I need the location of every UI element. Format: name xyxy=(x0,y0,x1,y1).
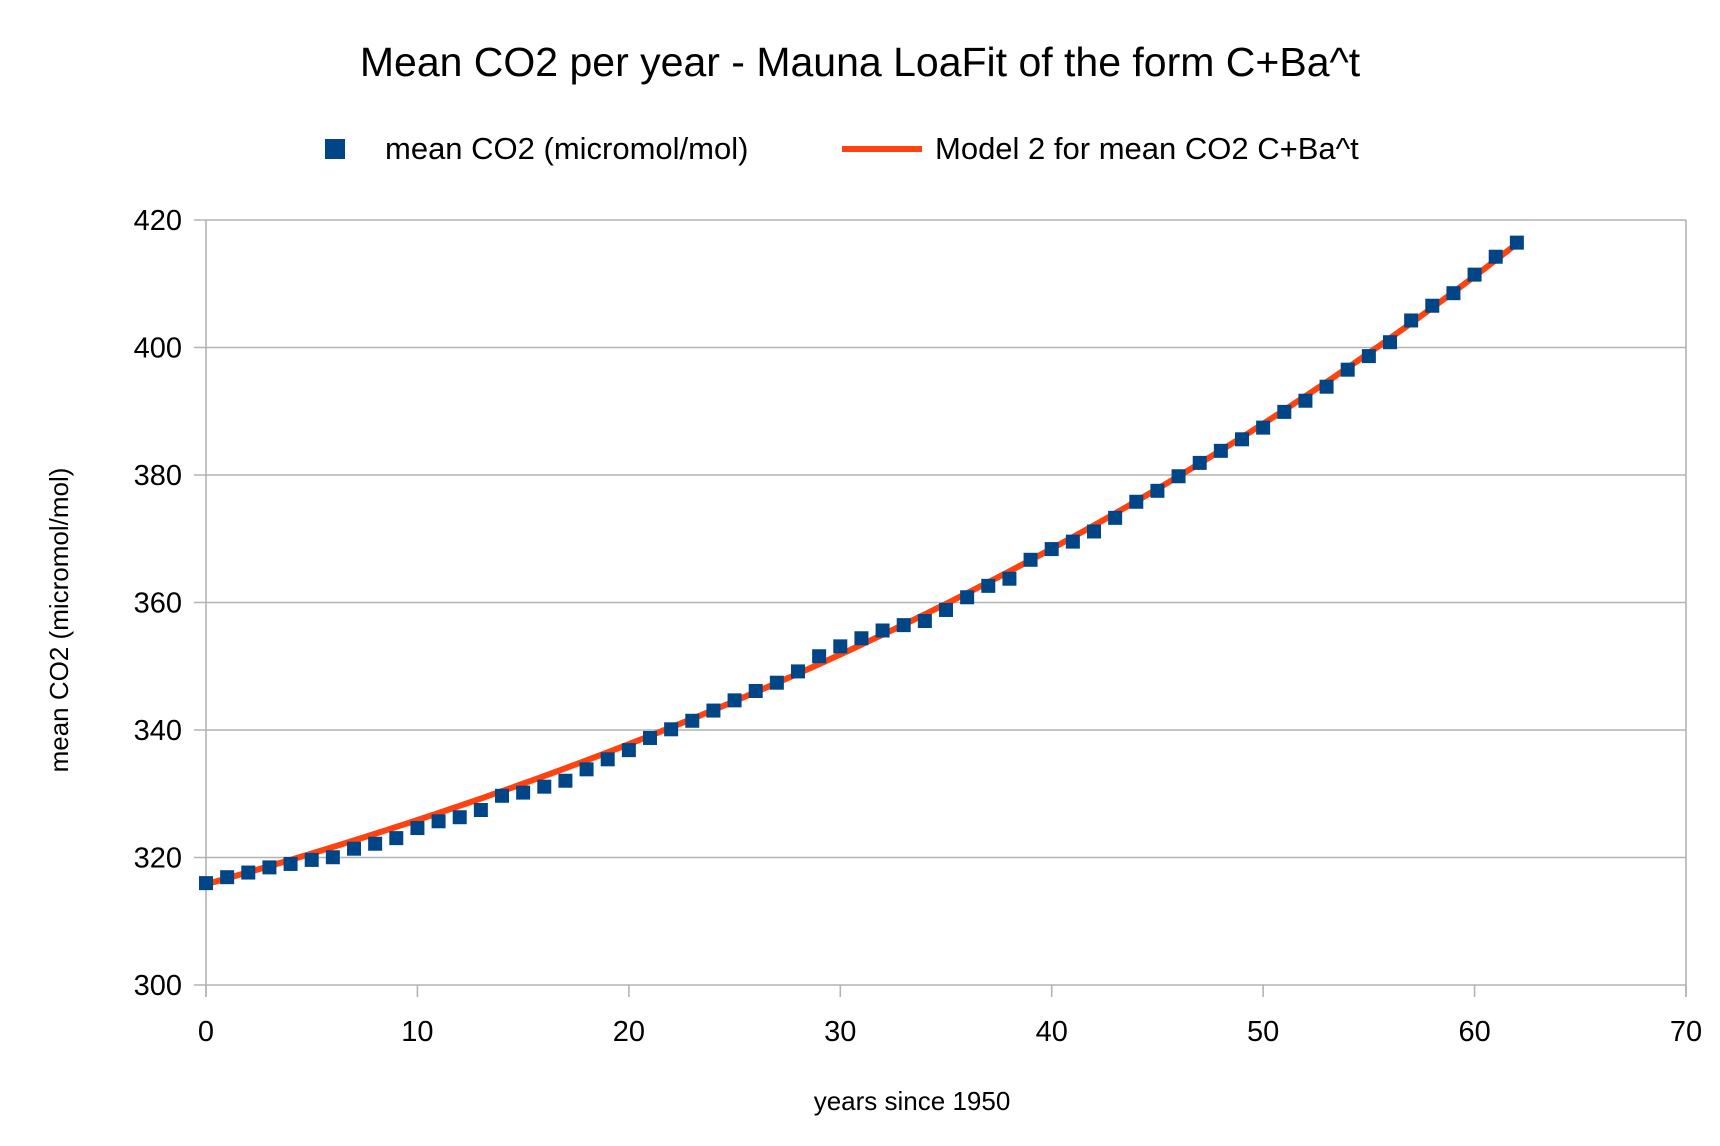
y-tick-labels: 300 320 340 360 380 400 420 xyxy=(134,205,182,1002)
data-point xyxy=(1235,432,1249,447)
y-tick-label: 380 xyxy=(134,460,182,492)
data-point xyxy=(495,788,509,803)
data-point xyxy=(283,856,298,871)
data-point xyxy=(410,821,425,836)
data-point xyxy=(558,773,573,788)
data-point xyxy=(431,814,446,829)
legend-label-mean-co2: mean CO2 (micromol/mol) xyxy=(385,131,748,166)
data-point xyxy=(1277,404,1292,419)
data-point xyxy=(981,578,996,593)
y-tick-label: 340 xyxy=(134,715,182,747)
data-point xyxy=(579,762,594,777)
y-tick-label: 360 xyxy=(134,588,182,620)
data-point xyxy=(664,722,679,737)
data-point xyxy=(600,752,615,767)
data-point xyxy=(812,649,827,664)
data-point xyxy=(241,865,256,880)
data-point xyxy=(262,860,277,875)
data-point xyxy=(1319,379,1334,394)
data-point xyxy=(1150,483,1165,498)
x-tick-label: 20 xyxy=(613,1016,645,1048)
y-tick-label: 300 xyxy=(134,970,182,1002)
series-line-model xyxy=(205,241,1519,888)
data-point xyxy=(1171,469,1186,484)
data-point xyxy=(347,841,361,856)
data-point xyxy=(1298,393,1313,408)
axes xyxy=(205,220,1687,997)
gridlines xyxy=(194,219,1686,986)
x-tick-label: 60 xyxy=(1458,1016,1490,1048)
data-point xyxy=(875,623,890,638)
data-point xyxy=(1044,542,1059,557)
data-point xyxy=(621,743,636,758)
data-point xyxy=(368,836,383,851)
y-tick-label: 320 xyxy=(134,843,182,875)
data-point xyxy=(706,703,721,718)
data-point xyxy=(199,876,213,891)
legend-label-model: Model 2 for mean CO2 C+Ba^t xyxy=(935,131,1359,166)
data-point xyxy=(643,730,657,745)
x-tick-label: 10 xyxy=(401,1016,433,1048)
x-tick-label: 30 xyxy=(824,1016,856,1048)
data-point xyxy=(473,803,488,818)
data-point xyxy=(833,639,848,654)
data-point xyxy=(325,850,340,865)
data-point xyxy=(1404,313,1419,328)
y-tick-label: 400 xyxy=(134,333,182,365)
data-point xyxy=(1087,524,1101,539)
data-point xyxy=(537,779,552,794)
data-point xyxy=(748,683,763,698)
x-tick-label: 40 xyxy=(1036,1016,1068,1048)
data-point xyxy=(939,602,953,617)
y-tick-label: 420 xyxy=(134,205,182,237)
data-point xyxy=(1256,420,1271,435)
data-point xyxy=(1192,455,1207,470)
data-point xyxy=(220,870,235,885)
data-point xyxy=(1340,362,1355,377)
x-tick-labels: 0 10 20 30 40 50 60 70 xyxy=(198,1016,1702,1048)
data-point xyxy=(1488,249,1503,264)
y-axis-title: mean CO2 (micromol/mol) xyxy=(44,468,74,773)
x-axis-title: years since 1950 xyxy=(814,1086,1011,1116)
x-tick-label: 0 xyxy=(198,1016,214,1048)
data-point xyxy=(304,852,319,867)
data-point xyxy=(1509,235,1524,250)
data-point xyxy=(960,590,975,605)
data-point xyxy=(1361,349,1376,364)
x-tick-label: 50 xyxy=(1247,1016,1279,1048)
data-point xyxy=(917,613,932,628)
data-point xyxy=(1446,286,1461,301)
data-point xyxy=(452,810,467,825)
chart-title: Mean CO2 per year - Mauna LoaFit of the … xyxy=(360,39,1361,85)
legend-marker-mean-co2 xyxy=(325,139,345,159)
data-point xyxy=(1425,298,1440,313)
data-point xyxy=(389,831,404,846)
data-point xyxy=(1213,443,1228,458)
data-point xyxy=(1002,571,1017,586)
data-point xyxy=(791,664,805,679)
data-point xyxy=(1467,267,1482,282)
legend: mean CO2 (micromol/mol) Model 2 for mean… xyxy=(325,131,1359,166)
data-point xyxy=(1108,510,1123,525)
data-point xyxy=(516,785,531,800)
data-point xyxy=(1129,494,1144,509)
data-point xyxy=(854,631,869,646)
plot-area xyxy=(199,235,1524,891)
data-point xyxy=(685,713,700,728)
data-point xyxy=(769,675,784,690)
data-point xyxy=(1065,534,1080,549)
data-point xyxy=(1023,552,1038,567)
data-point xyxy=(1383,335,1397,350)
data-point xyxy=(727,693,742,708)
x-tick-label: 70 xyxy=(1670,1016,1702,1048)
data-point xyxy=(896,618,911,633)
